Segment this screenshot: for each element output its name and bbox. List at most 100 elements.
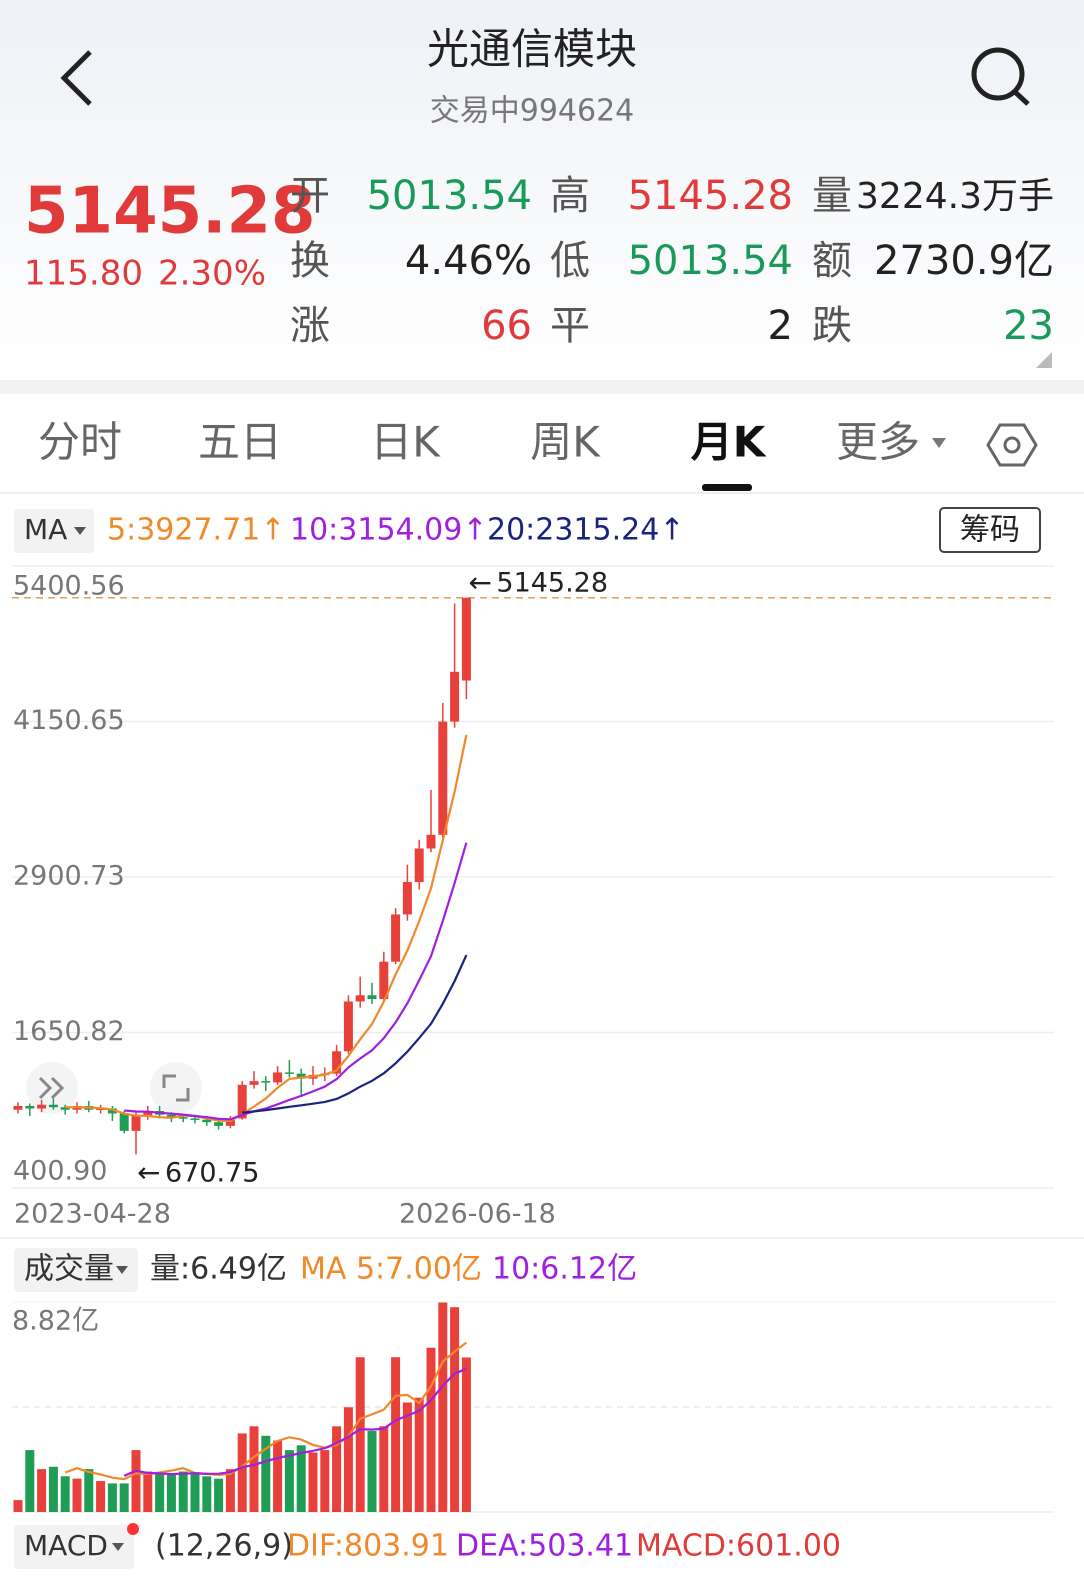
settings-dot bbox=[1003, 436, 1021, 454]
volume-bar bbox=[391, 1357, 401, 1512]
y-tick-label: 400.90 bbox=[13, 1156, 107, 1187]
field-label: 涨 bbox=[290, 303, 330, 349]
candle-body bbox=[414, 848, 424, 883]
volume-bar bbox=[273, 1440, 283, 1512]
fullscreen-button[interactable] bbox=[150, 1062, 202, 1114]
y-tick-label: 5400.56 bbox=[13, 571, 125, 602]
volume-bar bbox=[178, 1471, 188, 1512]
candle-body bbox=[143, 1110, 153, 1116]
field-label: 低 bbox=[550, 238, 590, 284]
volume-legend: 10:6.12亿 bbox=[492, 1252, 637, 1287]
chip-label: 筹码 bbox=[960, 513, 1020, 548]
tab[interactable]: 月K bbox=[691, 418, 767, 467]
back-button[interactable] bbox=[60, 50, 92, 106]
candle-body bbox=[367, 995, 377, 1000]
volume-bar bbox=[190, 1473, 200, 1512]
ma-toggle[interactable] bbox=[14, 509, 94, 553]
candle-body bbox=[48, 1104, 58, 1108]
volume-bar bbox=[296, 1445, 306, 1512]
volume-bar bbox=[320, 1450, 330, 1512]
ma-value: 10:3154.09↑ bbox=[290, 513, 487, 548]
field-value: 23 bbox=[1003, 303, 1054, 349]
price: 5145.28 bbox=[24, 175, 316, 249]
candle-body bbox=[450, 671, 460, 722]
volume-bar bbox=[214, 1478, 224, 1512]
tab[interactable]: 周K bbox=[530, 418, 601, 467]
y-tick-label: 8.82亿 bbox=[12, 1306, 99, 1337]
volume-bar bbox=[48, 1466, 58, 1512]
arrow: ← bbox=[468, 566, 491, 599]
ma-caret bbox=[74, 527, 86, 535]
macd-caret bbox=[112, 1543, 124, 1551]
volume-bar bbox=[25, 1450, 35, 1512]
volume-bar bbox=[13, 1500, 23, 1512]
macd-dif: DIF:803.91 bbox=[287, 1529, 449, 1564]
candle-body bbox=[119, 1113, 129, 1131]
volume-toggle[interactable] bbox=[14, 1248, 138, 1292]
ma-line bbox=[124, 842, 468, 1121]
candle-body bbox=[60, 1107, 70, 1110]
candle-body bbox=[284, 1072, 294, 1074]
ma-value: 5:3927.71↑ bbox=[107, 513, 285, 548]
settings-button[interactable] bbox=[986, 423, 1038, 467]
candle-body bbox=[166, 1114, 176, 1118]
field-label: 量 bbox=[812, 173, 852, 219]
field-value: 2 bbox=[768, 303, 793, 349]
separator bbox=[0, 380, 1084, 394]
volume-label: 成交量 bbox=[24, 1252, 114, 1287]
search-button[interactable] bbox=[971, 47, 1030, 106]
macd-toggle[interactable] bbox=[14, 1525, 134, 1569]
candle-body bbox=[107, 1108, 117, 1114]
volume-bar bbox=[237, 1433, 247, 1512]
more-caret bbox=[932, 438, 946, 448]
volume-bar bbox=[249, 1426, 259, 1512]
volume-bar bbox=[72, 1478, 82, 1512]
candle-body bbox=[438, 721, 448, 835]
macd-dea: DEA:503.41 bbox=[456, 1529, 633, 1564]
volume-bar bbox=[308, 1452, 318, 1512]
volume-bar bbox=[343, 1407, 353, 1512]
tab[interactable]: 分时 bbox=[38, 418, 122, 467]
title: 光通信模块 bbox=[427, 25, 637, 74]
ma-line bbox=[242, 954, 468, 1114]
min-annotation: 670.75 bbox=[165, 1158, 259, 1189]
volume-bar bbox=[402, 1402, 412, 1512]
ma-line bbox=[123, 1367, 467, 1477]
y-tick-label: 2900.73 bbox=[13, 861, 125, 892]
candle-body bbox=[426, 834, 436, 849]
volume-bar bbox=[155, 1473, 165, 1512]
volume-bar bbox=[119, 1483, 129, 1512]
x-tick-label: 2023-04-28 bbox=[14, 1199, 171, 1230]
volume-bar bbox=[202, 1476, 212, 1512]
volume-caret bbox=[116, 1266, 128, 1274]
chip-button[interactable] bbox=[939, 507, 1041, 553]
candle-body bbox=[190, 1118, 200, 1120]
tab[interactable]: 日K bbox=[370, 418, 441, 467]
expand-corner[interactable] bbox=[1036, 352, 1052, 368]
header-bg bbox=[0, 0, 1084, 380]
volume-bar bbox=[60, 1476, 70, 1512]
macd-dot bbox=[127, 1523, 139, 1535]
field-label: 平 bbox=[550, 303, 590, 349]
candle-body bbox=[391, 914, 401, 962]
volume-bar bbox=[225, 1469, 235, 1512]
y-tick-label: 1650.82 bbox=[13, 1016, 125, 1047]
field-label: 开 bbox=[290, 173, 330, 219]
candle-body bbox=[461, 597, 471, 681]
candle-body bbox=[332, 1051, 342, 1074]
field-label: 换 bbox=[290, 238, 330, 284]
candle-body bbox=[296, 1073, 306, 1079]
volume-bar bbox=[438, 1302, 448, 1512]
candle-body bbox=[202, 1119, 212, 1123]
volume-bar bbox=[143, 1471, 153, 1512]
volume-bar bbox=[426, 1347, 436, 1512]
volume-bar bbox=[96, 1481, 106, 1512]
candle-body bbox=[261, 1081, 271, 1083]
collapse-button[interactable] bbox=[26, 1062, 78, 1114]
tab[interactable]: 五日 bbox=[198, 418, 282, 467]
volume-bar bbox=[367, 1431, 377, 1512]
tab[interactable]: 更多 bbox=[836, 418, 920, 467]
ma-line bbox=[64, 1341, 468, 1481]
field-value: 3224.3万手 bbox=[856, 176, 1054, 217]
x-tick-label: 2026-06-18 bbox=[399, 1199, 556, 1230]
